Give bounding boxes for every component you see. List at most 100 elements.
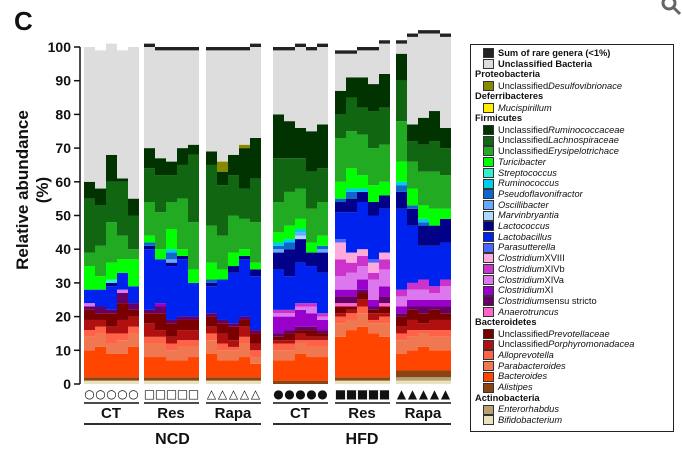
- bar-segment-lactococcus: [407, 208, 418, 226]
- bar-segment-unclassified-lachnospiraceae: [418, 144, 429, 172]
- bar-segment-bifidobacterium: [188, 380, 199, 384]
- bar-segment-alloprevotella: [166, 343, 177, 351]
- legend-prefix: Unclassified: [498, 339, 549, 350]
- bar-segment-clostridium-sensu-stricto: [144, 309, 155, 314]
- bar-segment-lactococcus: [357, 191, 368, 203]
- bar-segment-bacteroides: [396, 353, 407, 371]
- panel-label: C: [14, 6, 33, 36]
- bar-segment-unclassified-erysipelotrichace: [250, 222, 261, 263]
- bar-segment-unclassified-lachnospiraceae: [306, 171, 317, 209]
- bar-segment-sum-of-rare-genera-1-: [429, 30, 440, 34]
- bar-segment-turicibacter: [346, 168, 357, 189]
- legend-item: Bacteroides: [475, 371, 669, 382]
- bar-segment-clostridium-sensu-stricto: [239, 316, 250, 320]
- bar-segment-clostridium-xi: [407, 299, 418, 307]
- legend-swatch: [483, 329, 494, 339]
- bar-segment-lactobacillus: [250, 276, 261, 331]
- bar-segment-clostridium-xviii: [346, 252, 357, 263]
- bar-segment-ruminococcus: [166, 249, 177, 253]
- legend-group-title: Firmicutes: [475, 113, 523, 124]
- legend-swatch: [483, 296, 494, 307]
- bar-segment-lactobacillus: [228, 272, 239, 324]
- bar-segment-unclassified-prevotellaceae: [368, 309, 379, 314]
- bar-segment-turicibacter: [239, 249, 250, 256]
- legend-item: Clostridium XI: [475, 285, 669, 296]
- bar-segment-unclassified-erysipelotrichace: [418, 171, 429, 206]
- legend-label: XIVa: [544, 274, 564, 285]
- bar-segment-alloprevotella: [317, 340, 328, 347]
- bar-segment-lactobacillus: [295, 262, 306, 304]
- bar-segment-bacteroides: [239, 357, 250, 378]
- bar-segment-clostridium-xivb: [440, 279, 451, 287]
- bar-segment-lactobacillus: [144, 249, 155, 310]
- bar-segment-bifidobacterium: [144, 380, 155, 384]
- bar-segment-clostridium-sensu-stricto: [418, 306, 429, 314]
- bar-segment-clostridium-xivb: [273, 309, 284, 314]
- bar-segment-alistipes: [95, 377, 106, 381]
- bar-segment-turicibacter: [335, 181, 346, 199]
- bar-segment-alistipes: [128, 377, 139, 381]
- legend-item: Sum of rare genera (<1%): [475, 48, 669, 59]
- bar-segment-unclassified-prevotellaceae: [418, 313, 429, 324]
- legend-label: sensu stricto: [544, 295, 597, 306]
- bar-segment-unclassified-erysipelotrichace: [407, 161, 418, 189]
- legend-item: Turicibacter: [475, 157, 669, 168]
- legend-item: Unclassified Erysipelotrichace: [475, 146, 669, 157]
- bar-segment-parasutterella: [368, 259, 379, 263]
- bar-segment-unclassified-prevotellaceae: [250, 333, 261, 344]
- bar-segment-unclassified-bacteria: [188, 50, 199, 145]
- bar-segment-unclassified-lachnospiraceae: [95, 205, 106, 246]
- legend-item: Oscillibacter: [475, 200, 669, 211]
- bar-segment-clostridium-xiva: [346, 272, 357, 290]
- bar-segment-sum-of-rare-genera-1-: [407, 33, 418, 37]
- bar-segment-bacteroides: [166, 360, 177, 378]
- bar-segment-bacteroides: [335, 336, 346, 378]
- legend-swatch: [483, 264, 494, 275]
- bar-segment-sum-of-rare-genera-1-: [239, 47, 250, 51]
- bar-segment-alloprevotella: [429, 330, 440, 337]
- bar-segment-bifidobacterium: [128, 380, 139, 384]
- legend-label: Erysipelotrichace: [548, 146, 619, 157]
- bar-segment-clostridium-xiva: [396, 296, 407, 307]
- bar-segment-unclassified-prevotellaceae: [396, 316, 407, 327]
- bar-segment-unclassified-prevotellaceae: [379, 306, 390, 314]
- bar-segment-unclassified-lachnospiraceae: [206, 164, 217, 226]
- bar-segment-unclassified-erysipelotrichace: [396, 121, 407, 162]
- bar-segment-lactobacillus: [379, 208, 390, 253]
- y-tick-label: 50: [55, 208, 71, 224]
- bar-segment-bacteroides: [228, 360, 239, 378]
- bar-segment-unclassified-lachnospiraceae: [440, 148, 451, 176]
- bar-segment-unclassified-erysipelotrichace: [188, 222, 199, 270]
- legend-swatch: [483, 415, 494, 426]
- bar-segment-alistipes: [306, 380, 317, 384]
- bar-segment-unclassified-lachnospiraceae: [155, 175, 166, 213]
- bar-segment-clostridium-xi: [284, 316, 295, 331]
- bar-segment-streptococcus: [106, 279, 117, 283]
- bar-segment-unclassified-bacteria: [155, 50, 166, 159]
- legend-swatch: [483, 178, 494, 189]
- bar-segment-unclassified-prevotellaceae: [188, 319, 199, 331]
- bar-segment-unclassified-ruminococcaceae: [418, 117, 429, 145]
- bar-segment-alistipes: [368, 377, 379, 381]
- sample-marker: ●: [317, 387, 327, 401]
- bar-segment-unclassified-porphyromonadacea: [368, 313, 379, 320]
- bar-segment-unclassified-prevotellaceae: [95, 313, 106, 320]
- magnifier-icon[interactable]: [660, 0, 682, 16]
- bar-segment-clostridium-sensu-stricto: [166, 319, 177, 324]
- sample-marker: ▲: [419, 387, 429, 401]
- legend-label: Enterorhabdus: [498, 404, 559, 415]
- bar-segment-unclassified-lachnospiraceae: [188, 154, 199, 223]
- legend-label: Oscillibacter: [498, 199, 549, 210]
- sample-marker: ■: [368, 387, 379, 401]
- group-label: Res: [157, 405, 185, 422]
- bar-segment-unclassified-porphyromonadacea: [166, 336, 177, 344]
- bar-segment-unclassified-porphyromonadacea: [128, 316, 139, 327]
- bar-segment-sum-of-rare-genera-1-: [217, 47, 228, 51]
- bar-segment-unclassified-prevotellaceae: [117, 303, 128, 320]
- bar-segment-unclassified-porphyromonadacea: [407, 319, 418, 331]
- bar-segment-unclassified-prevotellaceae: [407, 309, 418, 320]
- bar-segment-parabacteroides: [117, 340, 128, 354]
- bar-segment-clostridium-sensu-stricto: [188, 316, 199, 320]
- bar-segment-bifidobacterium: [228, 380, 239, 384]
- bar-segment-clostridium-sensu-stricto: [117, 293, 128, 304]
